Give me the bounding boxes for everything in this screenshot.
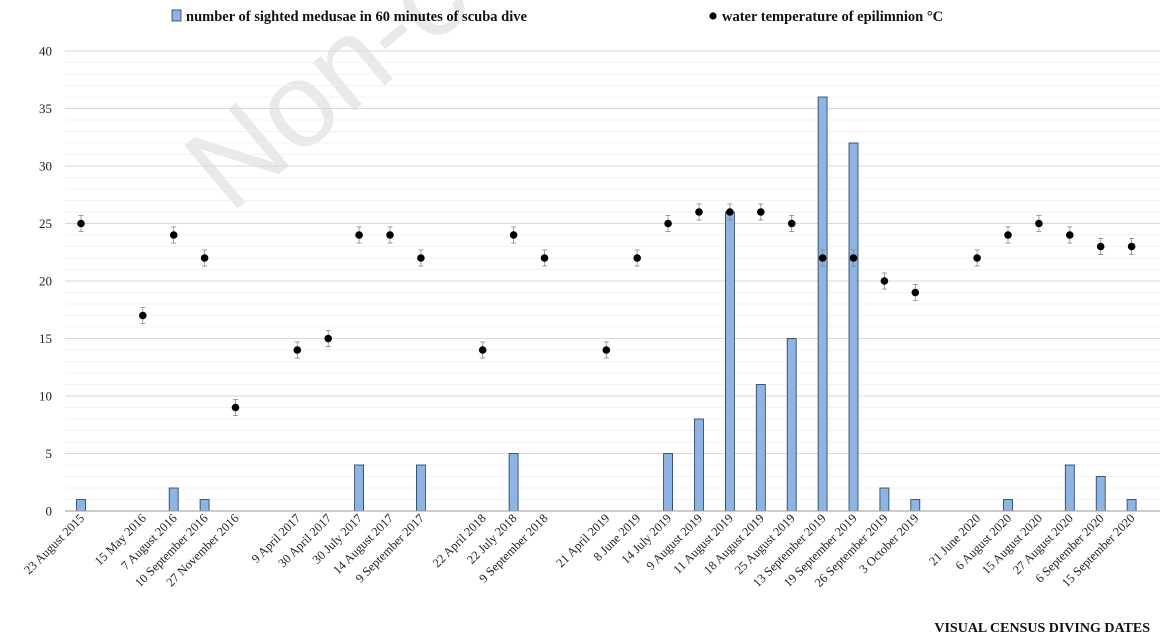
gridlines: [65, 50, 1160, 500]
temperature-point: [880, 277, 889, 285]
y-tick-label: 15: [39, 331, 52, 346]
bar: [415, 464, 426, 512]
temperature-point: [1096, 242, 1105, 251]
y-tick-label: 5: [46, 446, 53, 461]
temperature-point: [417, 254, 425, 262]
temperature-point: [139, 311, 147, 320]
temperature-point: [849, 254, 858, 262]
y-tick-label: 30: [39, 159, 52, 174]
bar: [1126, 499, 1137, 512]
bar: [848, 142, 859, 512]
legend-dot-label: water temperature of epilimnion °C: [722, 9, 943, 25]
temperature-point: [1035, 219, 1043, 228]
y-tick-label: 0: [46, 504, 53, 519]
bar: [1064, 464, 1075, 512]
bar: [879, 487, 890, 512]
y-tick-label: 40: [39, 44, 52, 59]
temperature-point: [540, 254, 549, 262]
temperature-point: [602, 346, 611, 354]
bar: [354, 464, 365, 512]
temperature-point: [509, 231, 518, 239]
y-tick-label: 35: [39, 101, 52, 116]
y-tick-label: 20: [39, 274, 52, 289]
x-tick-label: 23 August 2015: [21, 511, 87, 577]
temperature-point: [1004, 231, 1012, 239]
temperature-point: [77, 219, 85, 228]
temperature-point: [169, 231, 178, 239]
dot-series: [77, 208, 1136, 412]
bar: [817, 96, 828, 512]
x-axis-title: VISUAL CENSUS DIVING DATES: [934, 621, 1150, 636]
temperature-point: [386, 231, 394, 239]
temperature-point: [695, 208, 703, 216]
temperature-point: [726, 208, 734, 216]
bar-series: [76, 96, 1137, 512]
y-axis: 0 5 10 15 20 25 30 35 40: [39, 44, 52, 519]
bar: [168, 487, 179, 512]
temperature-point: [633, 254, 641, 262]
temperature-point: [1066, 231, 1074, 239]
temperature-point: [324, 334, 333, 343]
y-tick-label: 10: [39, 389, 52, 404]
temperature-point: [757, 208, 765, 216]
legend-dot-swatch: [709, 12, 717, 20]
temperature-point: [1127, 242, 1136, 251]
legend-bar-label: number of sighted medusae in 60 minutes …: [186, 9, 527, 25]
bar: [1003, 499, 1013, 512]
legend-bar-swatch: [171, 9, 182, 22]
temperature-point: [818, 254, 827, 262]
temperature-point: [973, 254, 981, 262]
bar: [786, 338, 797, 512]
bar: [663, 453, 673, 512]
bar: [199, 499, 210, 512]
temperature-point: [355, 231, 363, 239]
temperature-point: [911, 288, 920, 297]
bar: [910, 499, 921, 512]
temperature-point: [231, 403, 240, 412]
bar: [1095, 476, 1106, 512]
bar: [508, 453, 519, 512]
temperature-point: [200, 254, 209, 262]
y-tick-label: 25: [39, 216, 52, 231]
bar: [755, 384, 766, 512]
bar: [76, 499, 86, 512]
error-bars: [78, 203, 1135, 416]
legend: number of sighted medusae in 60 minutes …: [171, 9, 943, 25]
temperature-point: [787, 219, 796, 228]
temperature-point: [664, 219, 672, 228]
bar: [725, 211, 735, 512]
temperature-point: [478, 346, 487, 354]
watermark-text: Non-co: [161, 0, 543, 235]
bar: [694, 418, 704, 512]
temperature-point: [293, 346, 302, 354]
